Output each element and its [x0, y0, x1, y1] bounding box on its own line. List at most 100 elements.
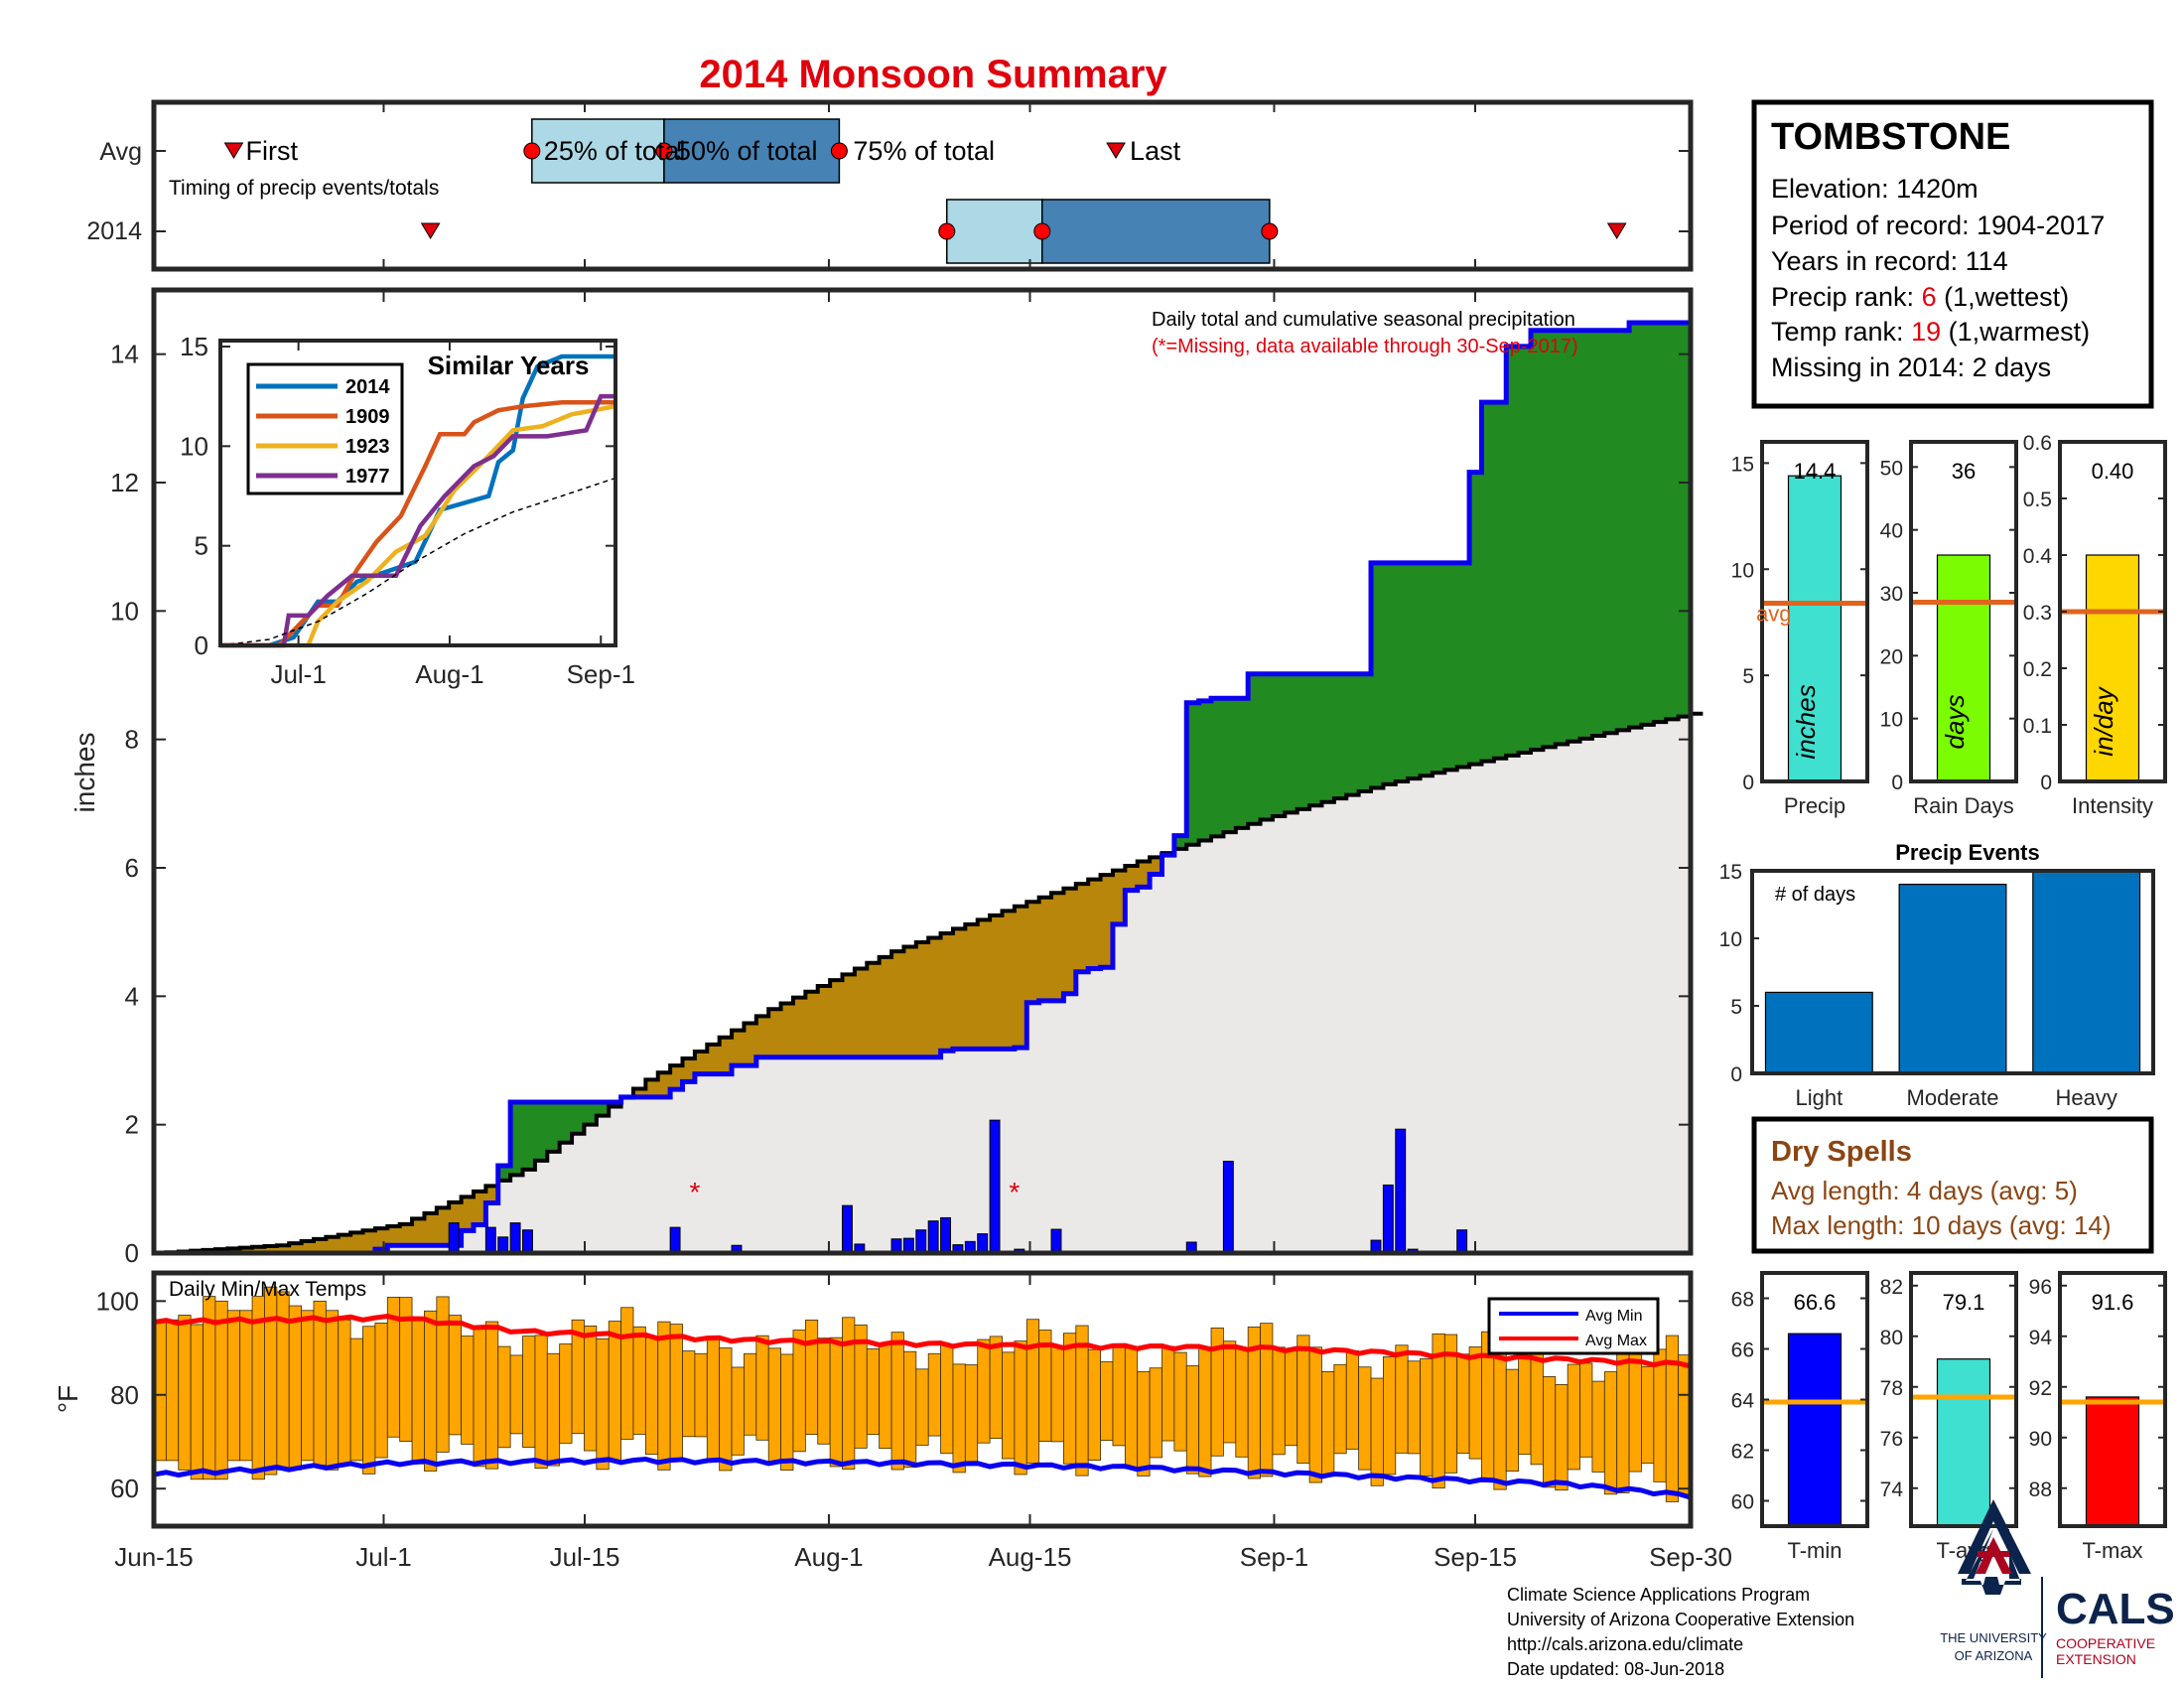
daily-temp-bar — [915, 1368, 929, 1446]
inset-x-tick: Jul-1 — [270, 659, 326, 689]
temps-y-tick: 80 — [110, 1380, 139, 1410]
event-bar-heavy — [2032, 870, 2141, 1074]
timing-label-p75: 75% of total — [853, 136, 995, 166]
average-cumulative-line — [154, 711, 1704, 1255]
daily-precip-bar — [1395, 1128, 1407, 1254]
inset-y-tick: 0 — [195, 631, 208, 660]
daily-temp-bar — [1493, 1348, 1507, 1490]
stat-label: T-max — [2082, 1538, 2142, 1563]
below-average-fill — [399, 1223, 413, 1246]
below-average-fill — [1112, 870, 1126, 924]
daily-temp-bar — [1223, 1340, 1237, 1444]
stat-y-tick: 0.3 — [2023, 602, 2052, 625]
daily-temp-bar — [694, 1352, 708, 1438]
above-average-fill — [1568, 330, 1581, 742]
daily-temp-bar — [301, 1310, 315, 1462]
daily-temp-bar — [1050, 1345, 1064, 1443]
ua-line-1: THE UNIVERSITY — [1940, 1630, 2047, 1645]
cals-sub-2: EXTENSION — [2056, 1651, 2136, 1667]
daily-temp-bar — [1198, 1346, 1212, 1477]
below-average-fill — [239, 1247, 253, 1253]
precip-y-tick: 10 — [110, 596, 139, 626]
above-average-fill — [1604, 330, 1618, 734]
events-y-tick: 10 — [1719, 928, 1742, 951]
daily-temp-bar — [214, 1300, 228, 1480]
stat-value: 66.6 — [1794, 1290, 1837, 1315]
temps-legend — [1487, 1297, 1660, 1355]
daily-temp-bar — [1555, 1384, 1569, 1491]
below-average-fill — [657, 1072, 671, 1097]
daily-temp-bar — [1002, 1351, 1016, 1460]
stat-frame — [1909, 1271, 2018, 1528]
above-average-fill — [1333, 673, 1347, 799]
avg-box-50-75 — [663, 118, 841, 184]
events-y-tick: 0 — [1730, 1063, 1742, 1086]
above-average-fill — [547, 1102, 561, 1152]
below-average-fill — [412, 1218, 426, 1246]
stat-value: 14.4 — [1794, 459, 1837, 484]
events-y-label: # of days — [1775, 884, 1855, 906]
daily-temp-bar — [165, 1319, 180, 1462]
daily-temp-bar — [264, 1286, 278, 1476]
stat-y-tick: 50 — [1880, 457, 1903, 480]
footer-line-4: Date updated: 08-Jun-2018 — [1507, 1659, 1724, 1679]
daily-precip-bar — [915, 1229, 927, 1254]
daily-temp-bar — [804, 1320, 819, 1435]
station-info-box: TOMBSTONE Elevation: 1420m Period of rec… — [1751, 99, 2154, 409]
inset-series-line-1977 — [220, 393, 615, 648]
below-average-fill — [732, 1030, 746, 1066]
daily-temp-bar — [522, 1336, 536, 1448]
daily-temp-bar — [1383, 1356, 1397, 1476]
below-average-fill — [485, 1186, 499, 1203]
footer-line-1: Climate Science Applications Program — [1507, 1585, 1810, 1605]
daily-temp-bar — [1542, 1376, 1557, 1488]
stat-y-tick: 20 — [1880, 645, 1903, 668]
daily-temp-bar — [1308, 1346, 1322, 1483]
daily-temp-bar — [1025, 1319, 1040, 1464]
below-average-fill — [682, 1058, 696, 1082]
daily-temp-bar — [719, 1347, 733, 1472]
daily-precip-bar — [927, 1220, 939, 1254]
above-average-fill — [1297, 673, 1310, 809]
date-x-tick: Jul-1 — [355, 1542, 411, 1572]
above-average-fill — [1420, 562, 1433, 776]
above-average-fill — [1531, 330, 1544, 751]
below-average-fill — [867, 962, 881, 1057]
precip-y-tick: 12 — [110, 468, 139, 497]
below-average-fill — [915, 942, 929, 1057]
daily-temp-bar — [657, 1321, 671, 1471]
timing-label-last: Last — [1130, 136, 1181, 166]
stat-y-tick: 82 — [1880, 1276, 1903, 1299]
daily-precip-bar — [522, 1229, 533, 1254]
date-x-tick: Sep-15 — [1433, 1542, 1517, 1572]
stat-y-tick: 5 — [1742, 665, 1754, 688]
daily-temp-bar — [989, 1336, 1003, 1439]
precip-y-tick: 2 — [125, 1110, 139, 1140]
daily-temp-bar — [349, 1337, 363, 1462]
inset-y-tick: 5 — [195, 531, 208, 561]
dry-spells-title: Dry Spells — [1771, 1136, 1912, 1168]
above-average-fill — [1248, 673, 1262, 824]
event-bar-moderate — [1898, 883, 2007, 1074]
daily-temp-bar — [940, 1344, 954, 1455]
below-average-fill — [632, 1088, 646, 1097]
precip-y-tick: 4 — [125, 981, 139, 1011]
events-y-tick: 15 — [1719, 861, 1742, 884]
stat-bar — [1936, 554, 1991, 782]
temps-title: Daily Min/Max Temps — [169, 1278, 366, 1301]
temp-rank-line: Temp rank: 19 (1,warmest) — [1771, 317, 2090, 347]
daily-temp-bar — [1579, 1362, 1593, 1458]
precip-panel: * * 0 2 4 6 8 10 12 14 inches Daily total and cu… — [69, 287, 1704, 1268]
y2014-p75-marker — [1261, 222, 1279, 240]
daily-temp-bar — [559, 1343, 573, 1444]
daily-temp-bar — [1567, 1363, 1580, 1471]
inset-legend-label-1977: 1977 — [345, 466, 390, 488]
precip-note: Daily total and cumulative seasonal prec… — [1152, 309, 1575, 331]
below-average-fill — [854, 968, 868, 1057]
daily-temp-bar — [1370, 1377, 1384, 1486]
stat-y-tick: 0.1 — [2023, 715, 2052, 738]
temps-panel: 60 80 100 Jun-15 Jul-1 Jul-15 Aug-1 Aug-15 Sep-1… — [53, 1270, 1732, 1572]
daily-precip-bar — [669, 1226, 681, 1254]
below-average-fill — [289, 1243, 303, 1253]
daily-temp-bar — [744, 1352, 757, 1436]
